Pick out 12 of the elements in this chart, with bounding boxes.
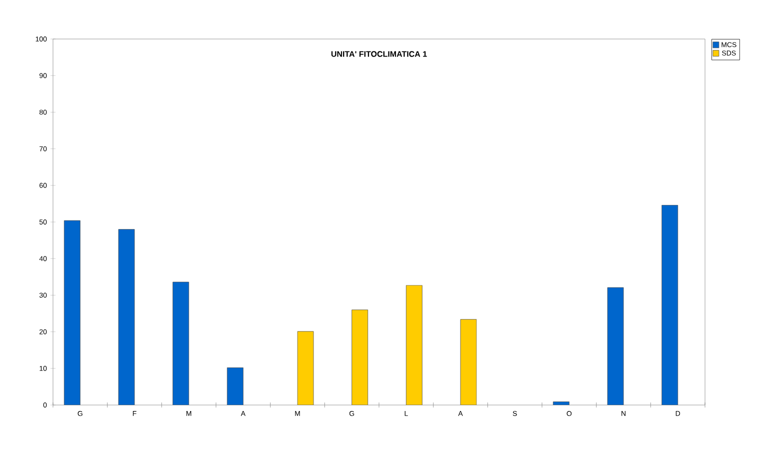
bar	[172, 282, 190, 405]
bar	[460, 319, 477, 405]
bar	[552, 402, 570, 405]
bar	[406, 285, 422, 405]
bar	[226, 367, 244, 405]
bar	[297, 331, 314, 405]
bar	[118, 229, 135, 405]
bar	[352, 310, 368, 405]
bar	[607, 287, 624, 405]
bar	[64, 220, 80, 405]
text: UNITA' FITOCLIMATICA 1	[331, 51, 427, 57]
bar	[662, 204, 678, 405]
